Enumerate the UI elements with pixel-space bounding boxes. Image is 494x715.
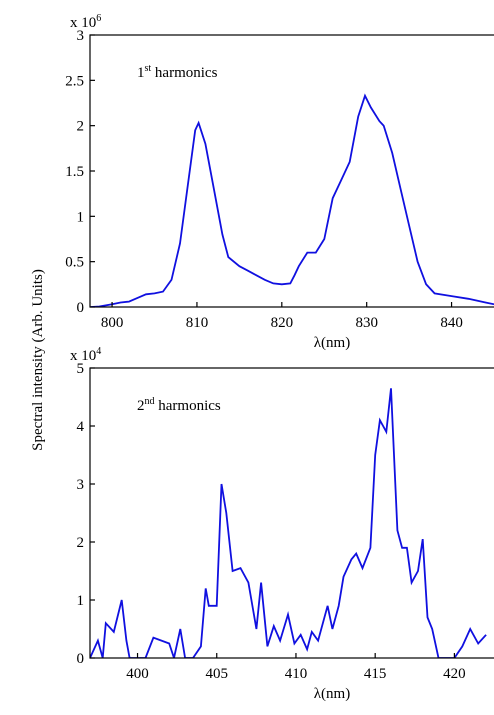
y-tick-label: 1.5 xyxy=(65,164,84,180)
data-line xyxy=(90,93,494,307)
y-tick-label: 1 xyxy=(77,593,85,609)
annotation-text: harmonics xyxy=(155,398,221,414)
multiplier-base: x 10 xyxy=(70,15,96,31)
x-tick-label: 830 xyxy=(355,315,378,331)
data-line xyxy=(90,388,487,658)
annotation-order: 2 xyxy=(137,398,145,414)
x-tick-label: 410 xyxy=(285,666,308,682)
y-multiplier: x 106 xyxy=(70,13,101,31)
x-tick-label: 820 xyxy=(271,315,294,331)
annotation-text: harmonics xyxy=(151,65,217,81)
plot-area xyxy=(90,388,487,658)
y-tick-label: 3 xyxy=(77,28,85,44)
x-tick-label: 420 xyxy=(443,666,466,682)
y-tick-label: 0 xyxy=(77,300,85,316)
annotation-suffix: nd xyxy=(145,396,155,407)
annotation: 2nd harmonics xyxy=(137,396,221,414)
y-axis-label: Spectral intensity (Arb. Units) xyxy=(30,269,46,451)
y-tick-label: 2 xyxy=(77,535,85,551)
annotation: 1st harmonics xyxy=(137,63,218,81)
y-tick-label: 5 xyxy=(77,361,85,377)
y-tick-label: 2.5 xyxy=(65,73,84,89)
x-tick-label: 840 xyxy=(440,315,463,331)
y-multiplier: x 104 xyxy=(70,346,101,364)
y-tick-label: 1 xyxy=(77,209,85,225)
annotation-suffix: st xyxy=(145,63,152,74)
y-tick-label: 0 xyxy=(77,651,85,667)
axes-frame xyxy=(89,367,494,659)
axes-frame xyxy=(89,34,494,308)
x-axis-label: λ(nm) xyxy=(314,335,350,351)
y-tick-label: 4 xyxy=(77,419,85,435)
x-tick-label: 800 xyxy=(101,315,124,331)
multiplier-base: x 10 xyxy=(70,348,96,364)
y-tick-label: 0.5 xyxy=(65,255,84,271)
plot-area xyxy=(90,93,494,307)
x-tick-label: 415 xyxy=(364,666,387,682)
y-tick-label: 2 xyxy=(77,119,85,135)
x-axis-label: λ(nm) xyxy=(314,686,350,702)
multiplier-exponent: 4 xyxy=(96,346,101,357)
x-tick-label: 400 xyxy=(126,666,149,682)
y-tick-label: 3 xyxy=(77,477,85,493)
annotation-order: 1 xyxy=(137,65,145,81)
x-tick-label: 405 xyxy=(205,666,228,682)
multiplier-exponent: 6 xyxy=(96,13,101,24)
x-tick-label: 810 xyxy=(186,315,209,331)
